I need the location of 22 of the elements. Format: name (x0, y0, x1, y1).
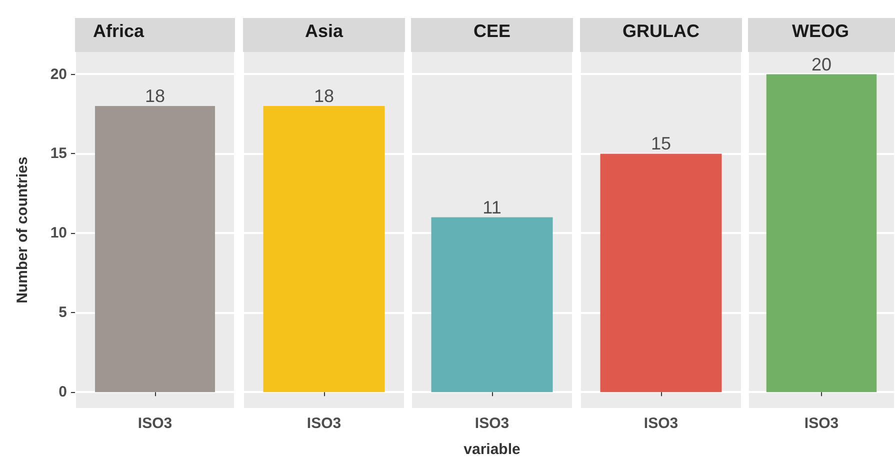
chart-title: WEOG (792, 21, 849, 41)
x-tick-label: ISO3 (644, 415, 678, 432)
data-label: 18 (314, 86, 334, 106)
x-tick-label: ISO3 (306, 415, 342, 432)
y-tick-label: 15 (50, 145, 67, 162)
data-label: 15 (650, 134, 672, 154)
y-tick-label: 20 (50, 66, 67, 83)
x-tick-label: ISO3 (138, 415, 172, 432)
chart-title: Africa (92, 21, 145, 41)
chart-title: CEE (473, 21, 511, 41)
data-label: 18 (144, 86, 166, 106)
y-tick-label: 0 (58, 384, 67, 401)
y-tick-label: 10 (50, 224, 67, 242)
x-tick-label: ISO3 (804, 415, 839, 432)
chart-title: GRULAC (622, 21, 700, 41)
x-axis-title: variable (464, 441, 520, 458)
data-label: 11 (482, 197, 502, 218)
y-axis-title: Number of countries (14, 156, 31, 304)
data-label: 20 (811, 54, 832, 74)
y-tick-label: 5 (58, 304, 67, 322)
chart-title: Asia (304, 21, 344, 41)
x-tick-label: ISO3 (474, 415, 510, 432)
